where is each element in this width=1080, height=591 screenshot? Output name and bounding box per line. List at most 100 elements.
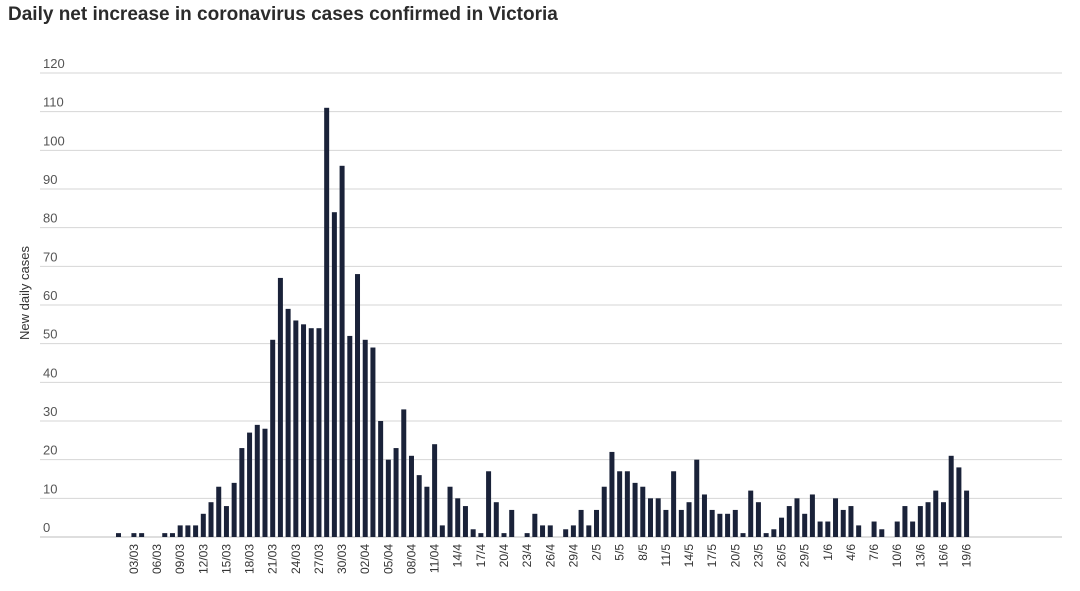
- bar: [894, 521, 900, 537]
- bar: [694, 459, 700, 537]
- bar: [532, 513, 538, 537]
- bar: [462, 506, 468, 537]
- x-tick-label: 02/04: [358, 544, 372, 574]
- x-tick-label: 4/6: [844, 544, 858, 561]
- bar: [362, 339, 368, 537]
- x-tick-label: 09/03: [173, 544, 187, 574]
- bar: [701, 494, 707, 537]
- x-tick-label: 11/5: [659, 544, 673, 567]
- x-tick-label: 1/6: [821, 544, 835, 561]
- x-tick-label: 11/04: [428, 544, 442, 573]
- bar: [231, 482, 237, 537]
- bar: [933, 490, 939, 537]
- bar: [817, 521, 823, 537]
- x-tick-label: 19/6: [960, 544, 974, 568]
- x-tick-label: 21/03: [266, 544, 280, 574]
- bar: [270, 339, 276, 537]
- bar: [339, 165, 345, 538]
- bar: [285, 308, 291, 537]
- bar: [771, 529, 777, 537]
- bar: [809, 494, 815, 537]
- y-tick-label: 10: [43, 481, 57, 496]
- bar: [917, 506, 923, 537]
- bar: [216, 486, 222, 537]
- bar: [570, 525, 576, 537]
- bar: [956, 467, 962, 537]
- x-tick-label: 29/5: [798, 544, 812, 568]
- bar: [964, 490, 970, 537]
- x-tick-label: 20/4: [497, 544, 511, 568]
- x-tick-label: 23/5: [751, 544, 765, 568]
- bar: [378, 421, 384, 537]
- x-tick-label: 08/04: [404, 544, 418, 574]
- x-tick-label: 2/5: [590, 544, 604, 561]
- bar: [301, 324, 307, 537]
- bar: [324, 107, 330, 538]
- bar: [594, 509, 600, 537]
- bar: [293, 320, 299, 537]
- bar: [563, 529, 569, 537]
- bar: [856, 525, 862, 537]
- x-tick-label: 05/04: [381, 544, 395, 574]
- x-tick-label: 27/03: [312, 544, 326, 574]
- bar: [277, 277, 283, 537]
- bar: [848, 506, 854, 537]
- bar: [655, 498, 661, 537]
- bar: [678, 509, 684, 537]
- bar: [439, 525, 445, 537]
- bar: [578, 509, 584, 537]
- y-axis-ticks: 0 10 20 30 40 50 60 70 80 90 100 110 120: [43, 56, 65, 535]
- bar: [239, 448, 245, 537]
- y-tick-label: 0: [43, 520, 50, 535]
- bar: [524, 533, 530, 537]
- y-tick-label: 80: [43, 211, 57, 226]
- x-axis-ticks: 03/03 06/03 09/03 12/03 15/03 18/03 21/03 24/03…: [127, 544, 974, 574]
- y-tick-label: 70: [43, 249, 57, 264]
- bar: [262, 428, 268, 537]
- bar: [470, 529, 476, 537]
- bar: [401, 409, 407, 537]
- bar: [254, 424, 260, 537]
- bar: [547, 525, 553, 537]
- bar: [208, 502, 214, 537]
- x-tick-label: 23/4: [520, 544, 534, 568]
- y-tick-label: 100: [43, 133, 65, 148]
- x-tick-label: 06/03: [150, 544, 164, 574]
- bar: [871, 521, 877, 537]
- chart-title: Daily net increase in coronavirus cases …: [8, 4, 558, 25]
- bar: [748, 490, 754, 537]
- bar: [840, 509, 846, 537]
- x-tick-label: 13/6: [913, 544, 927, 568]
- bar: [647, 498, 653, 537]
- grid-lines: [40, 72, 1062, 538]
- bar: [779, 517, 785, 537]
- bar: [740, 533, 746, 537]
- x-tick-label: 5/5: [613, 544, 627, 561]
- bar: [408, 455, 414, 537]
- bar: [586, 525, 592, 537]
- bar: [162, 533, 168, 537]
- x-tick-label: 20/5: [728, 544, 742, 568]
- bar: [131, 533, 137, 537]
- bars: [116, 107, 970, 538]
- bar: [493, 502, 499, 537]
- bar: [139, 533, 145, 537]
- bar: [447, 486, 453, 537]
- bar: [193, 525, 199, 537]
- x-tick-label: 18/03: [243, 544, 257, 574]
- x-tick-label: 7/6: [867, 544, 881, 561]
- bar: [902, 506, 908, 537]
- bar: [540, 525, 546, 537]
- bar: [732, 509, 738, 537]
- y-tick-label: 30: [43, 404, 57, 419]
- y-tick-label: 90: [43, 172, 57, 187]
- bar: [347, 335, 353, 537]
- bar: [910, 521, 916, 537]
- x-tick-label: 24/03: [289, 544, 303, 574]
- bar: [879, 529, 885, 537]
- x-tick-label: 10/6: [890, 544, 904, 568]
- bar: [802, 513, 808, 537]
- bar: [755, 502, 761, 537]
- bar: [725, 513, 731, 537]
